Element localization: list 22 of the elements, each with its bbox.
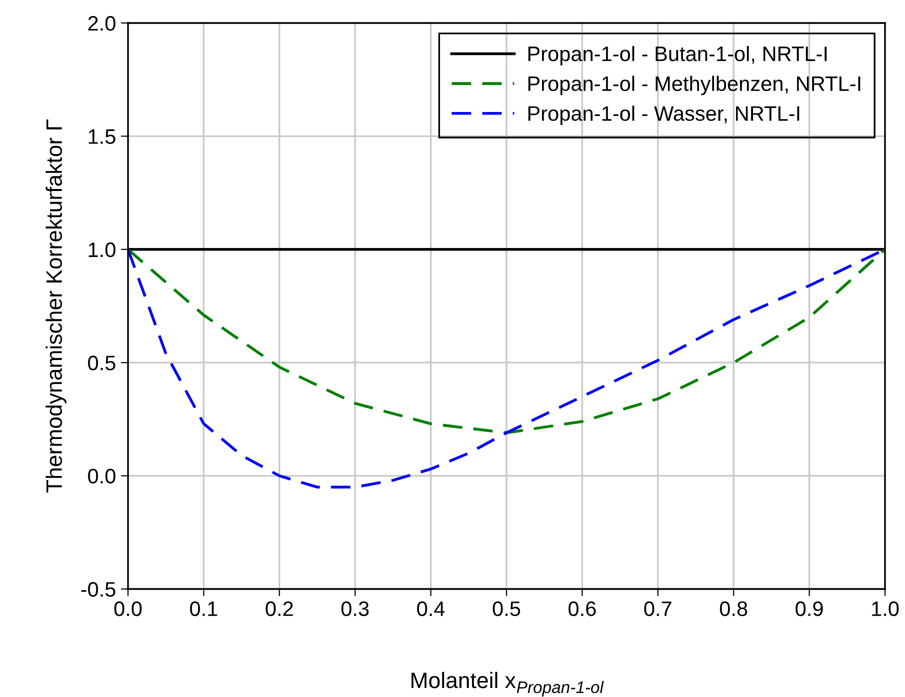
legend-label: Propan-1-ol - Wasser, NRTL-I [528,106,800,126]
x-tick-label: 0.1 [190,601,218,616]
line-series [128,248,885,434]
x-tick-label: 1.0 [872,601,899,616]
legend-label: Propan-1-ol - Butan-1-ol, NRTL-I [528,46,827,66]
x-tick-label: 0.3 [341,601,369,616]
y-tick-label: 0.0 [88,468,116,484]
x-tick-label: 0.6 [568,601,596,616]
y-tick-label: 1.5 [88,129,116,144]
x-tick-label: 0.9 [796,601,823,616]
y-tick-label: 0.5 [88,356,116,370]
x-tick-label: 0.0 [114,601,142,616]
x-tick-label: 0.4 [417,601,445,616]
y-tick-label: 2.0 [88,16,116,31]
x-tick-label: 0.7 [644,601,672,616]
legend-label: Propan-1-ol - Methylbenzen, NRTL-I [528,76,860,96]
x-tick-label: 0.8 [720,601,748,616]
y-tick-label: -0.5 [81,582,116,597]
x-tick-label: 0.2 [266,601,293,616]
y-axis-title: Thermodynamischer Korrekturfaktor Γ [46,120,66,493]
y-tick-label: 1.0 [88,242,116,258]
x-tick-label: 0.5 [492,601,520,616]
